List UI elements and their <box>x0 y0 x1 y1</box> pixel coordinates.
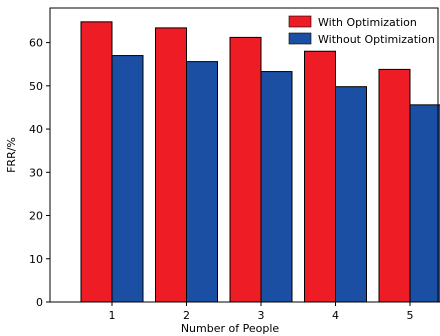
legend-swatch-without-optimization <box>288 32 312 45</box>
x-tick-label: 4 <box>332 309 339 322</box>
legend-label-without-optimization: Without Optimization <box>318 33 435 46</box>
bar-with-optimization-2 <box>155 27 187 303</box>
legend: With Optimization Without Optimization <box>288 15 435 46</box>
y-tick-label: 20 <box>29 210 43 223</box>
x-tick-label: 1 <box>109 309 116 322</box>
y-tick-label: 0 <box>36 296 43 309</box>
y-axis: 0 10 20 30 40 50 60 <box>29 37 50 309</box>
y-tick-label: 60 <box>29 37 43 50</box>
y-tick-label: 10 <box>29 253 43 266</box>
bar-without-optimization-4 <box>335 86 367 303</box>
x-axis: 1 2 3 4 5 <box>109 302 414 322</box>
legend-label-with-optimization: With Optimization <box>318 16 417 29</box>
bars-group <box>80 21 440 303</box>
x-tick-label: 3 <box>258 309 265 322</box>
y-axis-label: FRR/% <box>5 137 18 173</box>
plot-frame <box>49 7 439 303</box>
bar-with-optimization-3 <box>229 36 262 303</box>
bar-without-optimization-2 <box>186 61 218 303</box>
bar-without-optimization-1 <box>111 55 144 303</box>
x-axis-label: Number of People <box>181 322 280 335</box>
bar-with-optimization-4 <box>304 50 336 303</box>
y-tick-label: 30 <box>29 166 43 179</box>
legend-swatch-with-optimization <box>288 15 312 28</box>
x-tick-label: 2 <box>183 309 190 322</box>
bar-without-optimization-3 <box>260 71 293 303</box>
y-tick-label: 40 <box>29 123 43 136</box>
bar-without-optimization-5 <box>409 104 440 303</box>
y-tick-label: 50 <box>29 80 43 93</box>
bar-with-optimization-5 <box>378 68 411 303</box>
x-tick-label: 5 <box>407 309 414 322</box>
bar-with-optimization-1 <box>80 21 113 303</box>
